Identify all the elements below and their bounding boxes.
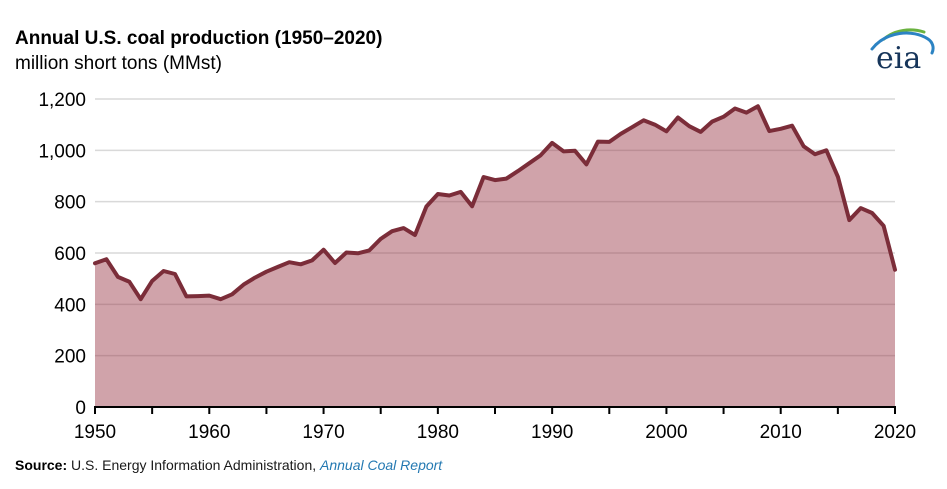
x-tick-label: 1970 <box>302 422 344 443</box>
y-tick-label: 200 <box>54 347 86 368</box>
annual-coal-report-link[interactable]: Annual Coal Report <box>320 457 443 473</box>
x-tick-label: 1980 <box>417 422 459 443</box>
x-tick-label: 1960 <box>188 422 230 443</box>
y-tick-label: 600 <box>54 244 86 265</box>
source-text: U.S. Energy Information Administration, <box>67 457 321 473</box>
logo-wordmark: eia <box>876 41 921 74</box>
x-tick-label: 1950 <box>74 422 116 443</box>
x-tick-label: 2010 <box>760 422 802 443</box>
eia-logo: eia <box>866 22 938 74</box>
x-tick-label: 2000 <box>645 422 687 443</box>
y-tick-label: 800 <box>54 193 86 214</box>
x-tick-label: 2020 <box>874 422 916 443</box>
area-fill <box>95 106 895 407</box>
coal-production-chart: 0 200 400 600 800 1,000 1,200 1950 1960 1970 1980 1… <box>38 90 916 443</box>
x-tick-label: 1990 <box>531 422 573 443</box>
chart-units-subtitle: million short tons (MMst) <box>15 53 222 74</box>
chart-header: Annual U.S. coal production (1950–2020) … <box>15 26 382 76</box>
eia-logo-icon: eia <box>870 28 935 74</box>
logo-blue-arc <box>870 31 935 55</box>
page-title: Annual U.S. coal production (1950–2020) <box>15 28 383 49</box>
y-tick-label: 1,200 <box>38 90 86 111</box>
data-line <box>93 104 897 302</box>
y-tick-label: 1,000 <box>38 141 86 162</box>
chart-area: 0 200 400 600 800 1,000 1,200 1950 1960 1970 1980 1… <box>38 90 916 443</box>
source-label: Source: <box>15 457 68 473</box>
source-line: Source: U.S. Energy Information Administ… <box>15 457 442 473</box>
y-tick-label: 400 <box>54 295 86 316</box>
y-tick-label: 0 <box>75 398 86 419</box>
